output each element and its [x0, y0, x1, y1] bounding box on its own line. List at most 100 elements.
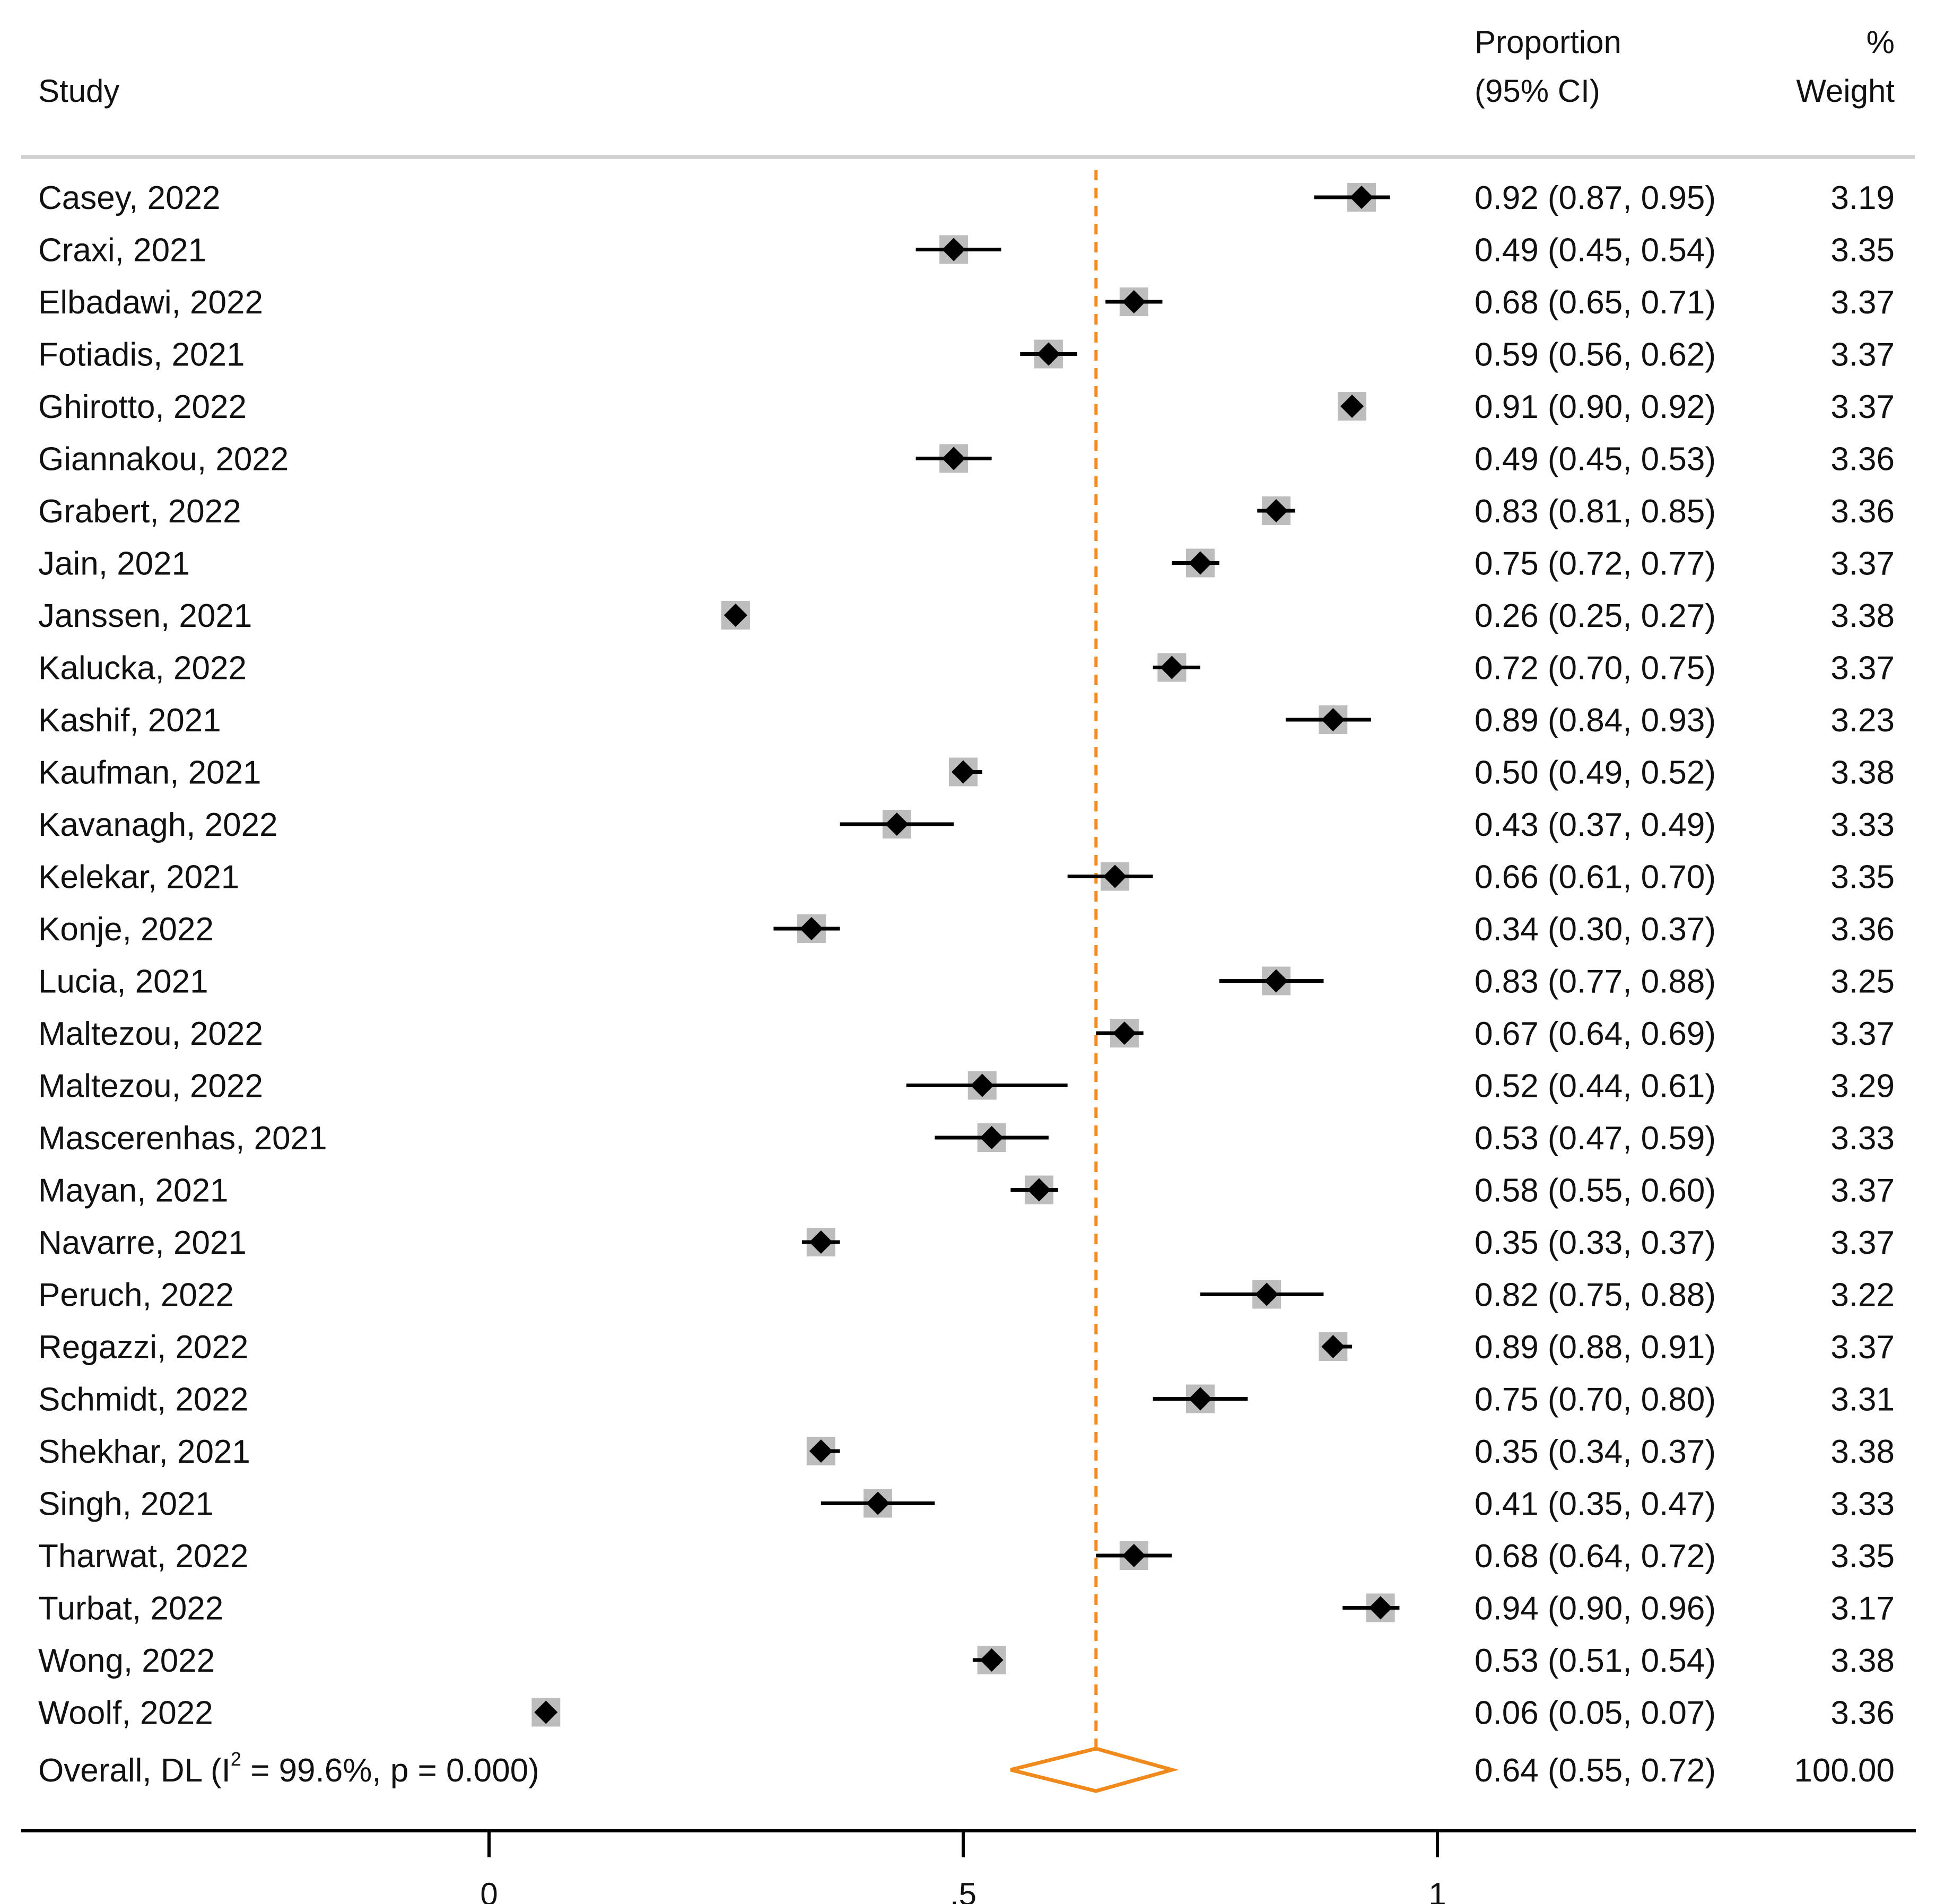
- study-row: Singh, 2021 0.41 (0.35, 0.47) 3.33: [38, 1486, 1895, 1523]
- x-tick-label: 1: [1428, 1876, 1446, 1904]
- point-estimate: [1112, 1021, 1136, 1045]
- ci-text: 0.83 (0.77, 0.88): [1475, 964, 1716, 1000]
- study-label: Mayan, 2021: [38, 1173, 228, 1209]
- study-label: Tharwat, 2022: [38, 1538, 248, 1575]
- point-estimate: [1122, 290, 1146, 313]
- ci-text: 0.92 (0.87, 0.95): [1475, 180, 1716, 216]
- ci-text: 0.67 (0.64, 0.69): [1475, 1016, 1716, 1052]
- overall-label-superscript: 2: [231, 1748, 241, 1770]
- study-label: Kaufman, 2021: [38, 755, 261, 791]
- weight-value: 3.36: [1830, 911, 1895, 948]
- point-estimate: [1321, 708, 1345, 731]
- point-estimate: [1368, 1596, 1392, 1620]
- point-estimate: [1189, 1387, 1212, 1411]
- study-row: Kashif, 2021 0.89 (0.84, 0.93) 3.23: [38, 702, 1895, 739]
- study-row: Wong, 2022 0.53 (0.51, 0.54) 3.38: [38, 1643, 1895, 1679]
- weight-value: 3.17: [1830, 1591, 1895, 1627]
- point-estimate: [1027, 1178, 1051, 1202]
- weight-value: 3.37: [1830, 1225, 1895, 1261]
- study-row: Turbat, 2022 0.94 (0.90, 0.96) 3.17: [38, 1591, 1895, 1627]
- study-row: Elbadawi, 2022 0.68 (0.65, 0.71) 3.37: [38, 284, 1895, 321]
- point-estimate: [1264, 499, 1288, 522]
- ci-text: 0.68 (0.64, 0.72): [1475, 1538, 1716, 1575]
- weight-value: 3.37: [1830, 337, 1895, 373]
- ci-text: 0.59 (0.56, 0.62): [1475, 337, 1716, 373]
- study-row: Kaufman, 2021 0.50 (0.49, 0.52) 3.38: [38, 755, 1895, 791]
- point-estimate: [1189, 551, 1212, 575]
- point-estimate: [1349, 186, 1373, 209]
- weight-value: 3.37: [1830, 1016, 1895, 1052]
- weight-value: 3.33: [1830, 1120, 1895, 1157]
- study-label: Maltezou, 2022: [38, 1068, 263, 1105]
- header-percent: %: [1867, 24, 1895, 60]
- weight-value: 3.22: [1830, 1277, 1895, 1314]
- ci-text: 0.49 (0.45, 0.54): [1475, 232, 1716, 269]
- ci-text: 0.75 (0.72, 0.77): [1475, 546, 1716, 582]
- study-label: Peruch, 2022: [38, 1277, 234, 1314]
- study-label: Singh, 2021: [38, 1486, 214, 1523]
- weight-value: 3.33: [1830, 807, 1895, 843]
- header-weight: Weight: [1796, 73, 1895, 109]
- weight-value: 3.35: [1830, 1538, 1895, 1575]
- overall-diamond: [1010, 1746, 1179, 1793]
- weight-value: 3.19: [1830, 180, 1895, 216]
- study-row: Grabert, 2022 0.83 (0.81, 0.85) 3.36: [38, 493, 1895, 530]
- study-row: Craxi, 2021 0.49 (0.45, 0.54) 3.35: [38, 232, 1895, 269]
- header-proportion: Proportion: [1475, 24, 1621, 60]
- study-label: Grabert, 2022: [38, 493, 241, 530]
- point-estimate: [885, 813, 909, 836]
- x-tick-label: .5: [950, 1876, 976, 1904]
- study-row: Mayan, 2021 0.58 (0.55, 0.60) 3.37: [38, 1173, 1895, 1209]
- point-estimate: [1160, 656, 1184, 679]
- study-row: Kavanagh, 2022 0.43 (0.37, 0.49) 3.33: [38, 807, 1895, 843]
- ci-text: 0.68 (0.65, 0.71): [1475, 284, 1716, 321]
- weight-value: 3.35: [1830, 232, 1895, 269]
- weight-value: 3.37: [1830, 284, 1895, 321]
- ci-text: 0.41 (0.35, 0.47): [1475, 1486, 1716, 1523]
- ci-text: 0.89 (0.88, 0.91): [1475, 1329, 1716, 1366]
- study-label: Kavanagh, 2022: [38, 807, 278, 843]
- study-row: Tharwat, 2022 0.68 (0.64, 0.72) 3.35: [38, 1538, 1895, 1575]
- ci-text: 0.53 (0.47, 0.59): [1475, 1120, 1716, 1157]
- weight-value: 3.29: [1830, 1068, 1895, 1105]
- study-label: Konje, 2022: [38, 911, 214, 948]
- weight-value: 3.36: [1830, 441, 1895, 478]
- weight-value: 3.25: [1830, 964, 1895, 1000]
- ci-text: 0.72 (0.70, 0.75): [1475, 650, 1716, 687]
- study-row: Maltezou, 2022 0.67 (0.64, 0.69) 3.37: [38, 1016, 1895, 1052]
- study-label: Kashif, 2021: [38, 702, 221, 739]
- study-label: Woolf, 2022: [38, 1695, 213, 1732]
- study-label: Jain, 2021: [38, 546, 190, 582]
- study-row: Casey, 2022 0.92 (0.87, 0.95) 3.19: [38, 180, 1895, 216]
- ci-text: 0.94 (0.90, 0.96): [1475, 1591, 1716, 1627]
- study-label: Ghirotto, 2022: [38, 389, 247, 425]
- ci-text: 0.89 (0.84, 0.93): [1475, 702, 1716, 739]
- study-row: Schmidt, 2022 0.75 (0.70, 0.80) 3.31: [38, 1382, 1895, 1418]
- weight-value: 3.37: [1830, 546, 1895, 582]
- point-estimate: [970, 1073, 994, 1097]
- weight-value: 3.37: [1830, 1329, 1895, 1366]
- study-row: Ghirotto, 2022 0.91 (0.90, 0.92) 3.37: [38, 389, 1895, 425]
- ci-text: 0.06 (0.05, 0.07): [1475, 1695, 1716, 1732]
- ci-text: 0.75 (0.70, 0.80): [1475, 1382, 1716, 1418]
- weight-value: 3.37: [1830, 650, 1895, 687]
- study-row: Jain, 2021 0.75 (0.72, 0.77) 3.37: [38, 546, 1895, 582]
- overall-weight: 100.00: [1794, 1752, 1895, 1789]
- study-label: Turbat, 2022: [38, 1591, 223, 1627]
- study-label: Mascerenhas, 2021: [38, 1120, 327, 1157]
- study-row: Peruch, 2022 0.82 (0.75, 0.88) 3.22: [38, 1277, 1895, 1314]
- study-row: Kelekar, 2021 0.66 (0.61, 0.70) 3.35: [38, 859, 1895, 896]
- ci-text: 0.83 (0.81, 0.85): [1475, 493, 1716, 530]
- weight-value: 3.35: [1830, 859, 1895, 896]
- study-label: Maltezou, 2022: [38, 1016, 263, 1052]
- point-estimate: [1036, 342, 1060, 366]
- overall-ci-text: 0.64 (0.55, 0.72): [1475, 1752, 1716, 1789]
- overall-label-post: = 99.6%, p = 0.000): [241, 1752, 539, 1789]
- point-estimate: [1264, 969, 1288, 993]
- ci-text: 0.58 (0.55, 0.60): [1475, 1173, 1716, 1209]
- ci-text: 0.52 (0.44, 0.61): [1475, 1068, 1716, 1105]
- ci-text: 0.53 (0.51, 0.54): [1475, 1643, 1716, 1679]
- ci-text: 0.35 (0.34, 0.37): [1475, 1434, 1716, 1470]
- weight-value: 3.38: [1830, 1643, 1895, 1679]
- study-row: Konje, 2022 0.34 (0.30, 0.37) 3.36: [38, 911, 1895, 948]
